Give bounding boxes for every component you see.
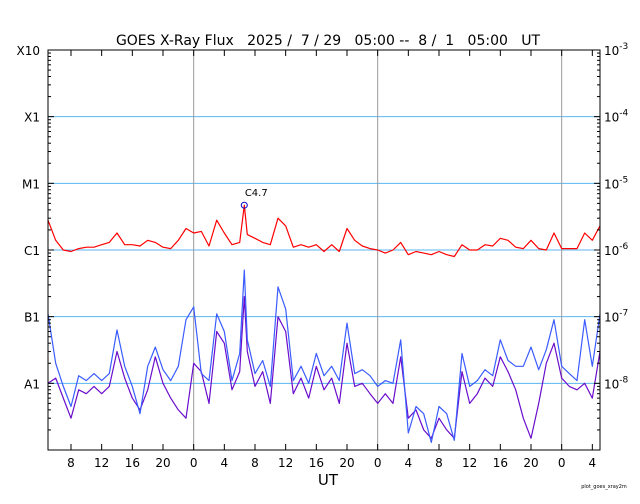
x-tick-label: 16 [309, 456, 324, 470]
axes-layer [47, 49, 601, 451]
labels-layer: 8 12 16 20 0 4 8 12 16 20 0 4 8 12 16 20 0 4 X10 X1 M1 C1 B1 A1… [17, 42, 629, 470]
x-tick-label: 4 [405, 456, 413, 470]
y-flux-exponent: -6 [619, 242, 628, 252]
x-tick-label: 12 [462, 456, 477, 470]
x-tick-label: 0 [558, 456, 566, 470]
y-class-label: C1 [24, 244, 40, 258]
series-layer [47, 204, 601, 443]
x-tick-label: 4 [589, 456, 597, 470]
x-tick-label: 4 [221, 456, 229, 470]
y-flux-label: 10-5 [604, 175, 628, 191]
y-class-label: X1 [24, 111, 40, 125]
y-class-label: A1 [24, 377, 40, 391]
y-flux-label: 10-8 [604, 375, 629, 391]
x-tick-label: 8 [251, 456, 259, 470]
chart-title: GOES X-Ray Flux 2025 / 7 / 29 05:00 -- 8… [116, 33, 541, 49]
y-flux-exponent: -4 [619, 109, 628, 119]
y-flux-label: 10-4 [604, 109, 629, 125]
y-class-label: X10 [17, 44, 41, 58]
x-tick-label: 8 [435, 456, 443, 470]
y-flux-exponent: -5 [619, 175, 628, 185]
y-flux-exponent: -7 [619, 309, 628, 319]
flare-peak-marker [240, 201, 248, 209]
flare-peak-label: C4.7 [245, 188, 268, 199]
series-line-short-channel-secondary [47, 296, 601, 439]
x-tick-label: 16 [493, 456, 508, 470]
x-tick-label: 20 [339, 456, 354, 470]
y-flux-label: 10-3 [604, 42, 628, 58]
grid-layer [48, 50, 600, 450]
y-flux-exponent: -8 [619, 375, 628, 385]
y-flux-exponent: -3 [619, 42, 628, 52]
x-tick-label: 20 [523, 456, 538, 470]
y-flux-label: 10-6 [604, 242, 629, 258]
x-tick-label: 20 [155, 456, 170, 470]
x-tick-label: 0 [190, 456, 198, 470]
y-flux-label: 10-7 [604, 309, 628, 325]
x-axis-label: UT [318, 471, 339, 489]
series-line-short-channel [47, 269, 601, 443]
series-line-long-channel [47, 204, 601, 258]
y-class-label: M1 [22, 177, 40, 191]
x-tick-label: 8 [67, 456, 75, 470]
x-tick-label: 0 [374, 456, 382, 470]
x-tick-label: 12 [94, 456, 109, 470]
y-class-label: B1 [24, 311, 40, 325]
x-tick-label: 16 [125, 456, 140, 470]
x-tick-label: 12 [278, 456, 293, 470]
footer-text: plot_goes_xray2m [581, 484, 627, 490]
